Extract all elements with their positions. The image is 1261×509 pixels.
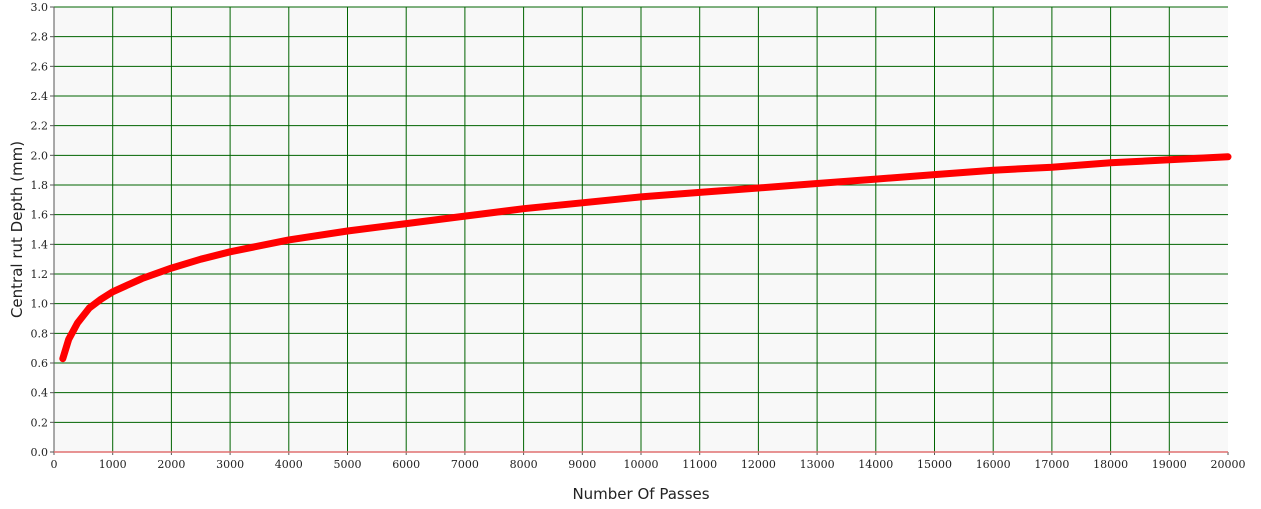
- y-tick-label: 2.6: [31, 60, 49, 73]
- x-tick-label: 5000: [334, 458, 362, 471]
- y-tick-label: 0.0: [31, 446, 49, 459]
- grid-lines: [54, 6, 1228, 452]
- x-tick-label: 20000: [1211, 458, 1246, 471]
- x-tick-label: 4000: [275, 458, 303, 471]
- x-tick-label: 18000: [1093, 458, 1128, 471]
- y-tick-label: 1.4: [31, 238, 49, 251]
- y-tick-label: 1.0: [31, 298, 49, 311]
- x-tick-label: 2000: [157, 458, 185, 471]
- x-tick-label: 17000: [1034, 458, 1069, 471]
- x-tick-label: 8000: [510, 458, 538, 471]
- y-tick-label: 0.6: [31, 357, 49, 370]
- y-tick-label: 0.2: [31, 416, 49, 429]
- series-layer: [59, 153, 1232, 363]
- tick-labels: 0 1000 2000 3000 4000 5000 6000 7000 8000 9000 100…: [31, 1, 1246, 471]
- x-tick-label: 3000: [216, 458, 244, 471]
- x-tick-label: 1000: [99, 458, 127, 471]
- x-tick-label: 12000: [741, 458, 776, 471]
- series-line: [59, 153, 1232, 363]
- y-tick-label: 2.2: [31, 120, 49, 133]
- y-tick-label: 2.8: [31, 31, 49, 44]
- y-tick-label: 2.0: [31, 149, 49, 162]
- x-tick-label: 19000: [1152, 458, 1187, 471]
- y-tick-label: 1.6: [31, 209, 49, 222]
- x-tick-label: 0: [51, 458, 58, 471]
- y-tick-label: 1.2: [31, 268, 49, 281]
- x-tick-label: 11000: [682, 458, 717, 471]
- y-tick-label: 0.4: [31, 387, 49, 400]
- x-tick-label: 14000: [858, 458, 893, 471]
- x-tick-label: 10000: [624, 458, 659, 471]
- y-axis-title: Central rut Depth (mm): [8, 141, 26, 318]
- y-tick-label: 0.8: [31, 327, 49, 340]
- x-tick-label: 6000: [392, 458, 420, 471]
- y-tick-label: 3.0: [31, 1, 49, 14]
- y-tick-label: 2.4: [31, 90, 49, 103]
- x-tick-label: 13000: [800, 458, 835, 471]
- y-tick-label: 1.8: [31, 179, 49, 192]
- x-tick-label: 7000: [451, 458, 479, 471]
- x-tick-label: 9000: [568, 458, 596, 471]
- x-tick-label: 16000: [976, 458, 1011, 471]
- x-axis-title: Number Of Passes: [572, 485, 709, 503]
- x-tick-label: 15000: [917, 458, 952, 471]
